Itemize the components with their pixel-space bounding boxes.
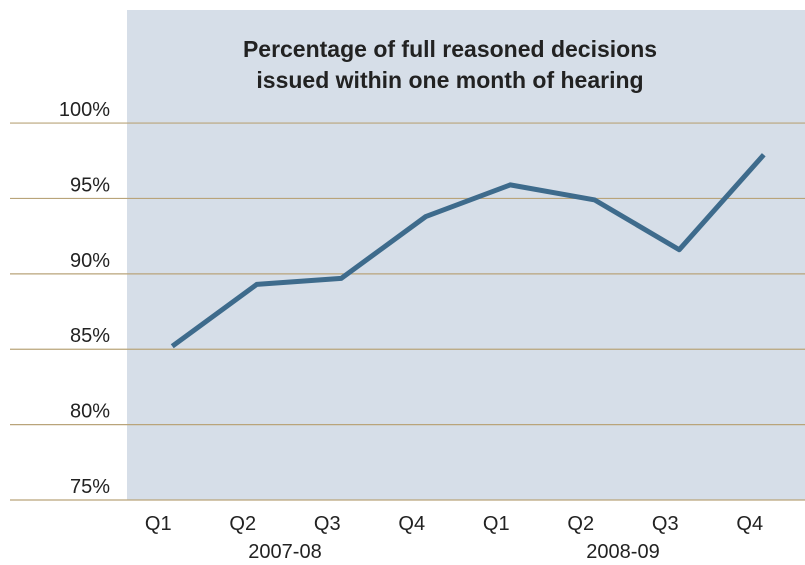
x-tick-label: Q4 (398, 513, 425, 535)
y-tick-label: 95% (70, 174, 110, 196)
chart-title: issued within one month of hearing (256, 67, 643, 93)
line (170, 153, 766, 349)
x-tick-label: Q1 (483, 513, 510, 535)
plot-background (127, 10, 805, 500)
x-tick-label: Q2 (567, 513, 594, 535)
x-group-label: 2008-09 (586, 541, 659, 563)
y-tick-label: 90% (70, 250, 110, 272)
x-tick-label: Q4 (736, 513, 763, 535)
x-group-label: 2007-08 (248, 541, 321, 563)
chart-title: Percentage of full reasoned decisions (243, 36, 657, 62)
y-tick-label: 80% (70, 401, 110, 423)
x-tick-label: Q3 (652, 513, 679, 535)
x-tick-label: Q2 (229, 513, 256, 535)
x-tick-label: Q1 (145, 513, 172, 535)
y-tick-label: 75% (70, 476, 110, 498)
y-tick-label: 100% (59, 99, 110, 121)
x-tick-label: Q3 (314, 513, 341, 535)
y-tick-label: 85% (70, 325, 110, 347)
